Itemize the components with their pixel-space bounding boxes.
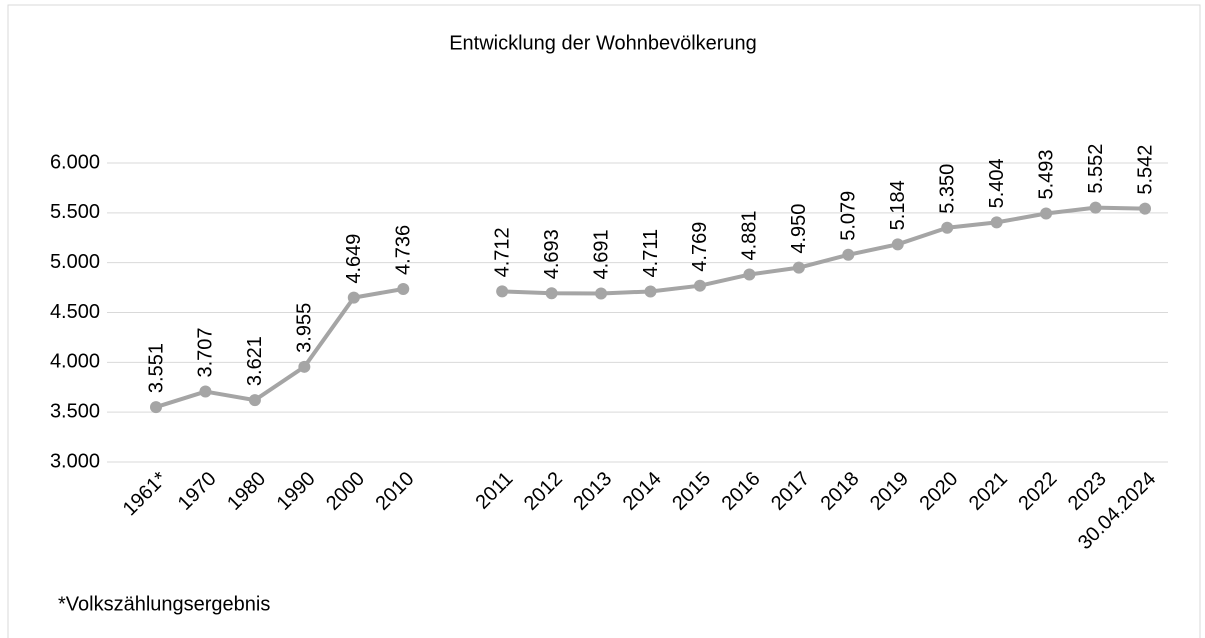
marker	[792, 261, 805, 274]
marker	[1139, 202, 1151, 215]
marker	[595, 287, 608, 300]
marker	[693, 279, 706, 292]
data-label: 5.079	[838, 191, 860, 241]
data-label: 5.552	[1085, 144, 1107, 194]
data-label: 4.736	[393, 225, 415, 275]
y-tick-label: 4.500	[50, 301, 100, 323]
data-label: 4.712	[491, 227, 513, 277]
y-tick-label: 3.500	[50, 400, 100, 422]
data-label: 4.711	[640, 229, 662, 278]
marker	[496, 285, 509, 298]
marker	[743, 268, 756, 281]
y-tick-label: 3.000	[50, 450, 100, 472]
marker	[397, 282, 410, 295]
marker	[199, 385, 212, 398]
data-label: 4.691	[590, 229, 612, 279]
marker	[891, 238, 904, 251]
y-tick-label: 5.000	[50, 251, 100, 273]
marker	[990, 216, 1003, 229]
data-label: 5.350	[936, 164, 958, 214]
data-label: 5.542	[1134, 145, 1156, 195]
data-label: 4.950	[788, 204, 810, 254]
data-label: 4.881	[739, 210, 761, 260]
data-label: 4.649	[343, 234, 365, 284]
y-tick-label: 6.000	[50, 151, 100, 173]
data-label: 4.769	[689, 222, 711, 272]
data-label: 5.184	[887, 180, 909, 230]
marker	[941, 221, 954, 234]
data-label: 3.955	[294, 303, 316, 353]
marker	[842, 248, 855, 261]
marker	[1089, 201, 1102, 214]
marker	[644, 285, 657, 298]
data-label: 5.404	[986, 158, 1008, 208]
data-label: 3.551	[145, 343, 167, 393]
y-tick-label: 4.000	[50, 351, 100, 373]
chart-border	[7, 4, 1201, 638]
marker	[248, 394, 261, 407]
marker	[298, 360, 311, 373]
marker	[1040, 207, 1053, 220]
data-label: 3.707	[195, 327, 217, 377]
marker	[347, 291, 360, 304]
chart-title: Entwicklung der Wohnbevölkerung	[449, 32, 757, 54]
data-label: 3.621	[244, 336, 266, 386]
marker	[545, 287, 558, 300]
data-label: 4.693	[541, 229, 563, 279]
data-label: 5.493	[1035, 149, 1057, 199]
footnote: *Volkszählungsergebnis	[58, 593, 270, 615]
y-tick-label: 5.500	[50, 201, 100, 223]
line	[155, 205, 1146, 409]
marker	[150, 401, 162, 414]
